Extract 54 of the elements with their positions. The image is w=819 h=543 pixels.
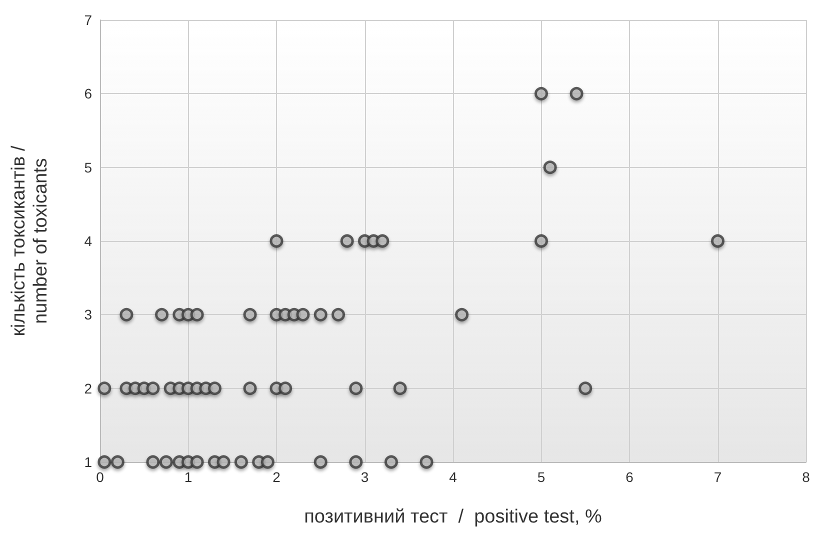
- x-tick-label: 5: [537, 469, 546, 485]
- x-axis-title: позитивний тест / positive test, %: [304, 506, 602, 528]
- point: [340, 234, 354, 248]
- y-tick-label: 7: [84, 12, 92, 28]
- point: [234, 455, 248, 469]
- x-tick-label: 4: [449, 469, 458, 485]
- point: [455, 308, 469, 322]
- point: [543, 160, 557, 174]
- x-tick-label: 8: [802, 469, 810, 485]
- point: [216, 455, 230, 469]
- point: [155, 308, 169, 322]
- x-tick-label: 3: [360, 469, 369, 485]
- point: [314, 308, 328, 322]
- y-tick-label: 1: [84, 454, 92, 470]
- point: [349, 382, 363, 396]
- x-tick-label: 1: [184, 469, 192, 485]
- point: [278, 382, 292, 396]
- point: [578, 382, 592, 396]
- point: [314, 455, 328, 469]
- y-tick-label: 4: [84, 233, 92, 249]
- point: [98, 382, 112, 396]
- point: [110, 455, 124, 469]
- point: [384, 455, 398, 469]
- point: [243, 308, 257, 322]
- point: [190, 455, 204, 469]
- point: [296, 308, 310, 322]
- y-tick-label: 6: [84, 86, 92, 102]
- point: [393, 382, 407, 396]
- point: [711, 234, 724, 248]
- y-tick-label: 2: [84, 380, 92, 396]
- x-tick-label: 0: [96, 469, 104, 485]
- point: [534, 234, 548, 248]
- point: [98, 455, 112, 469]
- point: [534, 86, 548, 100]
- point: [146, 382, 160, 396]
- y-tick-label: 3: [84, 306, 92, 323]
- y-axis-title: кількість токсикантів / number of toxicants: [8, 145, 52, 336]
- point: [120, 308, 134, 322]
- point: [349, 455, 363, 469]
- point: [208, 382, 222, 396]
- x-tick-label: 7: [714, 469, 722, 485]
- point: [243, 382, 257, 396]
- x-tick-label: 2: [272, 469, 281, 485]
- point: [270, 234, 284, 248]
- point: [159, 455, 173, 469]
- point: [332, 308, 346, 322]
- point: [376, 234, 390, 248]
- x-tick-label: 6: [626, 469, 634, 485]
- point: [190, 308, 204, 322]
- point: [146, 455, 160, 469]
- point: [570, 86, 584, 100]
- point: [260, 455, 274, 469]
- y-tick-label: 5: [84, 159, 92, 176]
- point: [420, 455, 434, 469]
